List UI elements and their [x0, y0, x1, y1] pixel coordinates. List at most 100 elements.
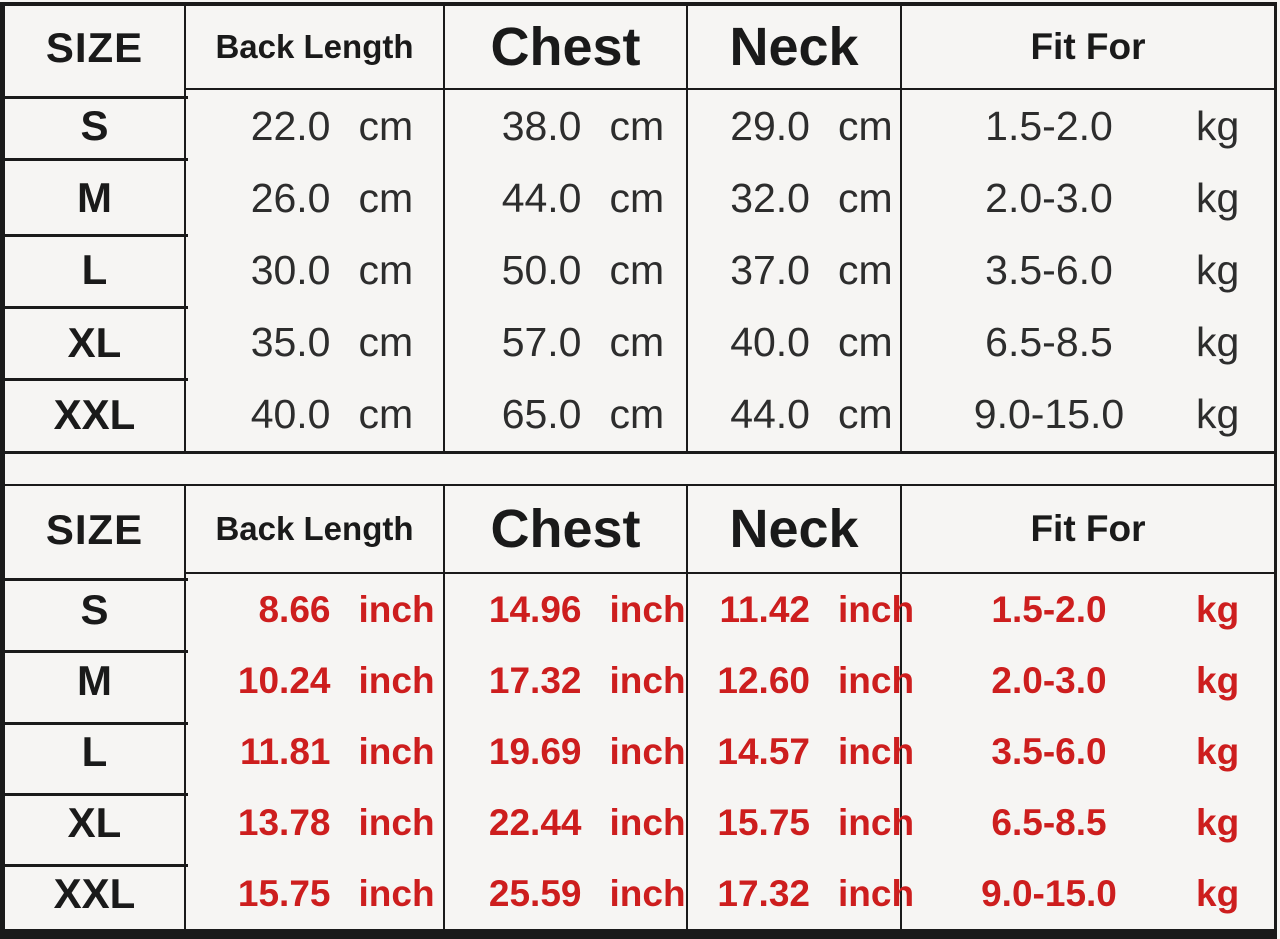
header-size-label: SIZE: [45, 506, 144, 553]
unit-label: cm: [609, 319, 665, 366]
back-length-value: 22.0: [250, 102, 331, 149]
unit-label: kg: [1196, 174, 1240, 221]
size-label: L: [81, 727, 108, 775]
header-back-length: Back Length: [186, 486, 445, 574]
neck-cell: 17.32 inch: [688, 858, 914, 929]
unit-label: inch: [358, 730, 435, 772]
unit-label: inch: [838, 730, 915, 772]
unit-label: cm: [609, 102, 665, 149]
fit-for-cell: 9.0-15.0 kg: [902, 858, 1274, 929]
size-label: L: [81, 246, 108, 294]
fit-for-cell: 1.5-2.0 kg: [902, 574, 1274, 645]
fit-for-value: 3.5-6.0: [985, 246, 1113, 293]
size-label: M: [77, 174, 112, 222]
unit-label: inch: [838, 801, 915, 843]
neck-value: 11.42: [719, 588, 810, 630]
size-label: XL: [67, 798, 122, 846]
fit-for-cell: 2.0-3.0 kg: [902, 645, 1274, 716]
back-length-cell: 26.0 cm: [186, 162, 445, 235]
neck-cell: 11.42 inch: [688, 574, 914, 645]
fit-for-cell: 2.0-3.0 kg: [902, 162, 1274, 234]
chest-cell: 65.0 cm: [445, 378, 688, 451]
size-table-inch: SIZE Back Length Chest Neck Fit For S 8.…: [0, 484, 1277, 939]
chest-cell: 25.59 inch: [445, 858, 688, 929]
size-label: S: [80, 585, 109, 633]
header-chest-label: Chest: [490, 17, 641, 77]
fit-for-cell: 3.5-6.0 kg: [902, 716, 1274, 787]
header-neck-label: Neck: [729, 499, 859, 559]
chest-cell: 38.0 cm: [445, 90, 688, 163]
neck-value: 32.0: [730, 174, 810, 221]
chest-value: 22.44: [488, 801, 582, 843]
chest-value: 38.0: [501, 102, 582, 149]
unit-label: cm: [358, 319, 414, 366]
neck-value: 29.0: [730, 102, 810, 149]
unit-label: cm: [838, 391, 893, 438]
neck-cell: 32.0 cm: [688, 162, 902, 235]
header-size-label: SIZE: [45, 24, 144, 71]
chest-value: 17.32: [488, 659, 582, 701]
size-cell-m: M: [5, 162, 186, 235]
size-column-divider: [5, 578, 188, 581]
unit-label: kg: [1196, 872, 1240, 914]
chest-cell: 22.44 inch: [445, 787, 688, 858]
fit-for-value: 9.0-15.0: [981, 872, 1117, 914]
back-length-value: 13.78: [237, 801, 331, 843]
unit-label: inch: [358, 659, 435, 701]
header-fit-for-label: Fit For: [1030, 26, 1146, 67]
header-fit-for-label: Fit For: [1030, 508, 1146, 549]
unit-label: kg: [1196, 588, 1240, 630]
chest-value: 25.59: [488, 872, 582, 914]
unit-label: cm: [358, 102, 414, 149]
back-length-cell: 15.75 inch: [186, 858, 445, 929]
table-gap-strip: [0, 454, 1277, 484]
unit-label: cm: [609, 174, 665, 221]
header-chest-label: Chest: [490, 499, 641, 559]
chest-cell: 57.0 cm: [445, 306, 688, 379]
back-length-value: 35.0: [250, 319, 331, 366]
chest-cell: 44.0 cm: [445, 162, 688, 235]
header-fit-for: Fit For: [902, 486, 1274, 574]
unit-label: cm: [838, 174, 893, 221]
fit-for-value: 6.5-8.5: [991, 801, 1107, 843]
back-length-cell: 10.24 inch: [186, 645, 445, 716]
size-cell-m: M: [5, 645, 186, 716]
size-cell-xxl: XXL: [5, 858, 186, 929]
back-length-value: 11.81: [239, 730, 331, 772]
size-label: M: [77, 656, 112, 704]
back-length-cell: 30.0 cm: [186, 234, 445, 307]
unit-label: kg: [1196, 391, 1240, 438]
unit-label: inch: [609, 659, 686, 701]
neck-value: 44.0: [730, 391, 810, 438]
header-neck: Neck: [688, 6, 902, 90]
neck-value: 14.57: [717, 730, 810, 772]
header-back-length: Back Length: [186, 6, 445, 90]
unit-label: cm: [609, 246, 665, 293]
chest-value: 65.0: [501, 391, 582, 438]
unit-label: inch: [838, 872, 915, 914]
size-column-divider: [5, 96, 188, 99]
neck-value: 15.75: [717, 801, 810, 843]
size-label: XXL: [53, 869, 136, 917]
back-length-cell: 11.81 inch: [186, 716, 445, 787]
unit-label: inch: [838, 659, 915, 701]
fit-for-cell: 6.5-8.5 kg: [902, 307, 1274, 379]
chest-cell: 19.69 inch: [445, 716, 688, 787]
size-cell-s: S: [5, 574, 186, 645]
unit-label: inch: [358, 801, 435, 843]
header-size: SIZE: [5, 486, 186, 574]
size-column-divider: [5, 378, 188, 381]
chest-value: 50.0: [501, 246, 582, 293]
unit-label: kg: [1196, 659, 1240, 701]
size-cell-l: L: [5, 716, 186, 787]
size-cell-xxl: XXL: [5, 378, 186, 451]
header-size: SIZE: [5, 6, 186, 90]
chest-value: 14.96: [488, 588, 582, 630]
fit-for-cell: 6.5-8.5 kg: [902, 787, 1274, 858]
unit-label: inch: [609, 872, 686, 914]
header-fit-for: Fit For: [902, 6, 1274, 90]
back-length-value: 15.75: [237, 872, 331, 914]
unit-label: kg: [1196, 246, 1240, 293]
header-chest: Chest: [445, 486, 688, 574]
